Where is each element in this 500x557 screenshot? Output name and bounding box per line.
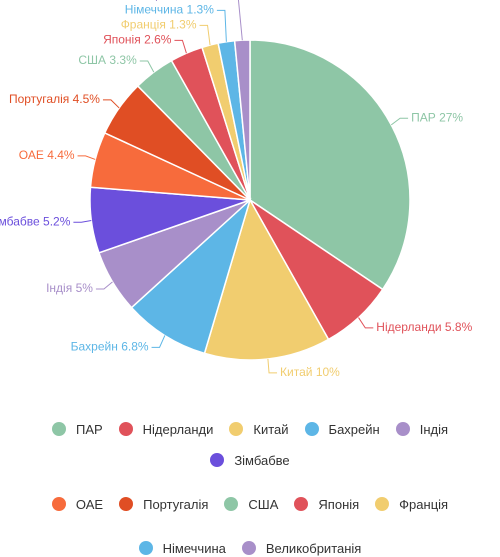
- label-value: 2.6%: [144, 33, 172, 47]
- legend-marker: [51, 497, 66, 511]
- data-label: ОАЕ 4.4%: [19, 148, 75, 162]
- leader-line: [73, 219, 92, 223]
- legend-label: Бахрейн: [328, 421, 380, 437]
- legend-marker: [224, 497, 239, 511]
- legend-item[interactable]: Великобританія: [241, 539, 362, 557]
- legend-marker: [241, 541, 256, 555]
- label-name: Зімбабве: [0, 214, 40, 228]
- data-label: Португалія 4.5%: [9, 92, 100, 106]
- leader-line: [151, 335, 166, 348]
- pie-slice: [130, 197, 252, 355]
- label-value: 1.2%: [200, 0, 228, 2]
- label-name: ОАЕ: [19, 148, 44, 162]
- legend-item[interactable]: ПАР: [51, 420, 103, 438]
- data-label: Індія 5%: [46, 281, 93, 295]
- leader-line: [267, 358, 278, 374]
- label-name: Португалія: [9, 92, 69, 106]
- legend-marker: [375, 497, 390, 511]
- label-name: Франція: [121, 18, 166, 32]
- legend-marker: [294, 497, 309, 511]
- legend-label: США: [248, 496, 279, 512]
- legend-item[interactable]: ОАЕ: [51, 495, 104, 513]
- legend-label: ОАЕ: [75, 496, 104, 512]
- leader-line: [174, 39, 187, 54]
- leader-line: [77, 155, 96, 160]
- label-value: 6.8%: [121, 340, 149, 354]
- chart: ПАР 27% Нідерланди 5.8% Китай 10% Бахрейн 6…: [0, 0, 473, 379]
- leader-line: [139, 60, 155, 73]
- legend-item[interactable]: Індія: [395, 420, 449, 438]
- label-value: 4.5%: [73, 92, 101, 106]
- label-value: 5.2%: [43, 214, 71, 228]
- label-name: Бахрейн: [71, 340, 118, 354]
- label-name: США: [78, 53, 106, 67]
- label-value: 27%: [439, 110, 463, 124]
- legend-label: Великобританія: [265, 540, 362, 556]
- legend-item[interactable]: Зімбабве: [210, 451, 290, 469]
- data-label: Японія 2.6%: [103, 33, 172, 47]
- leader-line: [390, 117, 409, 126]
- label-value: 4.4%: [47, 148, 75, 162]
- data-label: США 3.3%: [78, 53, 137, 67]
- legend-item[interactable]: Нідерланди: [118, 420, 214, 438]
- legend-label: Японія: [318, 496, 360, 512]
- leader-line: [102, 99, 120, 109]
- data-label: Китай 10%: [280, 365, 340, 379]
- legend-label: Індія: [419, 421, 449, 437]
- legend-item[interactable]: Китай: [229, 420, 289, 438]
- legend-label: Нідерланди: [142, 421, 214, 437]
- legend-marker: [210, 453, 225, 467]
- legend-label: Португалія: [143, 496, 209, 512]
- legend-label: ПАР: [75, 421, 103, 437]
- legend: ПАР Нідерланди Китай Бахрейн Індія Зімбабве ОА…: [0, 420, 500, 557]
- label-name: Індія: [46, 281, 72, 295]
- label-name: Японія: [103, 33, 141, 47]
- leader-line: [95, 281, 113, 290]
- pie-slice: [249, 39, 411, 291]
- leader-line: [216, 9, 227, 42]
- label-name: ПАР: [411, 110, 436, 124]
- label-value: 3.3%: [109, 53, 137, 67]
- data-label: ПАР 27%: [411, 110, 463, 124]
- label-value: 1.3%: [187, 3, 215, 17]
- leader-line: [358, 317, 374, 329]
- legend-label: Китай: [253, 421, 289, 437]
- legend-marker: [118, 422, 133, 436]
- page: ПАР 27% Нідерланди 5.8% Китай 10% Бахрейн 6…: [0, 0, 473, 556]
- label-value: 10%: [316, 365, 340, 379]
- legend-item[interactable]: Бахрейн: [304, 420, 380, 438]
- data-label: Франція 1.3%: [121, 18, 197, 32]
- label-name: Великобританія: [108, 0, 196, 2]
- data-label: Німеччина 1.3%: [125, 3, 214, 17]
- leader-line: [237, 0, 243, 41]
- leader-line: [199, 24, 211, 46]
- data-label: Бахрейн 6.8%: [71, 340, 149, 354]
- legend-marker: [119, 497, 134, 511]
- legend-label: Німеччина: [162, 540, 226, 556]
- data-label: Нідерланди 5.8%: [376, 320, 472, 334]
- legend-marker: [395, 422, 410, 436]
- legend-label: Зімбабве: [234, 452, 290, 468]
- legend-item[interactable]: Японія: [294, 495, 359, 513]
- data-label: Зімбабве 5.2%: [0, 214, 71, 228]
- legend-item[interactable]: США: [224, 495, 278, 513]
- pie-slice: [203, 198, 330, 361]
- legend-marker: [51, 422, 66, 436]
- data-label: Великобританія 1.2%: [108, 0, 227, 2]
- legend-item[interactable]: Німеччина: [138, 539, 226, 557]
- legend-marker: [229, 422, 244, 436]
- legend-item[interactable]: Франція: [375, 495, 448, 513]
- label-value: 5.8%: [445, 320, 473, 334]
- label-value: 1.3%: [169, 18, 197, 32]
- label-name: Німеччина: [125, 3, 184, 17]
- label-name: Китай: [280, 365, 312, 379]
- legend-item[interactable]: Португалія: [119, 495, 208, 513]
- label-name: Нідерланди: [376, 320, 441, 334]
- legend-marker: [304, 422, 319, 436]
- legend-label: Франція: [399, 496, 449, 512]
- label-value: 5%: [76, 281, 94, 295]
- legend-marker: [138, 541, 153, 555]
